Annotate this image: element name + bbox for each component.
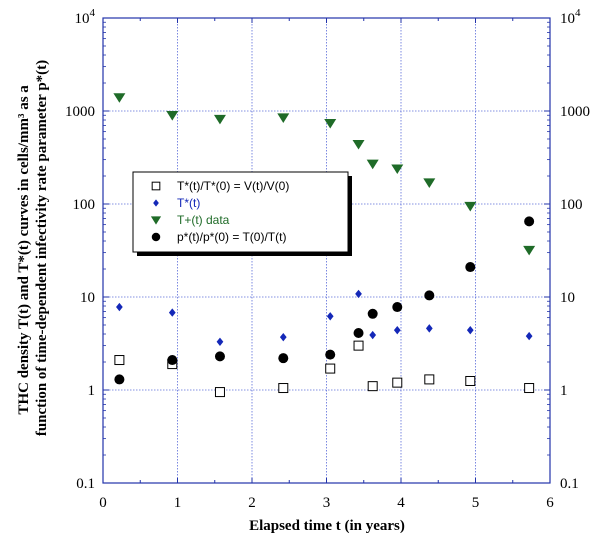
x-tick-label: 3 (323, 495, 331, 511)
y-tick-label-left: 1000 (65, 104, 95, 120)
y-tick-label-left: 1 (88, 383, 96, 399)
y-tick-label-left: 0.1 (76, 476, 95, 492)
y-axis-title: THC density T(t) and T*(t) curves in cel… (16, 60, 50, 436)
y-tick-label-right: 10 (560, 290, 575, 306)
y-axis-title-line-1: THC density T(t) and T*(t) curves in cel… (16, 85, 32, 415)
y-tick-label-left: 104 (75, 7, 96, 27)
data-point-series-4 (392, 302, 403, 313)
data-point-series-1 (214, 387, 225, 398)
data-point-series-4 (214, 351, 225, 362)
data-point-series-2 (466, 325, 474, 335)
legend-marker-4 (151, 232, 161, 242)
data-point-series-3 (324, 118, 337, 129)
x-tick-label: 0 (99, 495, 107, 511)
data-point-series-1 (524, 383, 535, 394)
data-point-series-1 (325, 363, 336, 374)
data-point-series-1 (367, 381, 378, 392)
legend-marker-1 (151, 181, 161, 191)
x-tick-label: 4 (397, 495, 405, 511)
y-tick-label-left: 10 (80, 290, 95, 306)
y-tick-label-right: 0.1 (560, 476, 579, 492)
data-point-series-3 (277, 113, 290, 123)
data-point-series-1 (114, 355, 125, 366)
data-point-series-4 (325, 349, 336, 360)
data-point-series-4 (353, 328, 364, 339)
data-point-series-4 (367, 308, 378, 319)
data-point-series-3 (423, 178, 436, 188)
legend-marker-3 (150, 216, 162, 225)
data-point-series-3 (391, 164, 404, 175)
data-point-series-2 (216, 337, 224, 346)
data-point-series-1 (278, 383, 289, 394)
data-point-series-1 (465, 375, 476, 386)
data-point-series-2 (168, 308, 176, 317)
y-tick-label-right: 100 (560, 197, 583, 213)
data-point-series-1 (353, 340, 364, 351)
data-point-series-4 (114, 374, 125, 385)
x-tick-label: 5 (472, 495, 480, 511)
data-point-series-3 (213, 114, 226, 125)
legend-box (132, 171, 349, 253)
data-point-series-4 (278, 353, 289, 364)
x-tick-label: 2 (248, 495, 256, 511)
x-axis-title: Elapsed time t (in years) (249, 518, 405, 534)
data-point-series-2 (355, 289, 362, 299)
tick-labels: 0 1 2 3 4 5 6 0.1 0.1 1 1 10 10 100 100 1000 1000 104 104 (65, 7, 590, 511)
x-tick-label: 6 (546, 495, 554, 511)
data-point-series-2 (525, 331, 533, 341)
y-tick-label-right: 1000 (560, 104, 590, 120)
legend-label-3: T+(t) data (177, 213, 230, 227)
data-points (113, 93, 536, 398)
legend-marker-2 (153, 199, 159, 207)
data-point-series-4 (167, 355, 178, 366)
tick-marks (102, 17, 551, 484)
data-point-series-4 (424, 290, 435, 301)
data-point-series-3 (352, 139, 365, 150)
data-point-series-2 (425, 324, 433, 333)
data-point-series-4 (524, 216, 535, 227)
legend: T*(t)/T*(0) = V(t)/V(0) T*(t) T+(t) data p*… (132, 171, 352, 256)
data-point-series-3 (366, 159, 379, 170)
data-point-series-3 (464, 201, 477, 212)
data-point-series-2 (279, 332, 287, 342)
legend-label-2: T*(t) (177, 196, 200, 210)
data-point-series-3 (113, 93, 126, 103)
y-axis-title-line-2: function of time-dependent infectivity r… (34, 60, 50, 436)
legend-label-1: T*(t)/T*(0) = V(t)/V(0) (177, 179, 289, 193)
data-point-series-3 (523, 245, 536, 256)
data-point-series-1 (424, 374, 435, 385)
y-tick-label-left: 100 (73, 197, 96, 213)
legend-label-4: p*(t)/p*(0) = T(0)/T(t) (177, 230, 286, 244)
data-point-series-2 (369, 330, 377, 340)
y-tick-label-right: 104 (560, 7, 581, 27)
data-point-series-2 (393, 325, 401, 335)
data-point-series-2 (326, 312, 334, 321)
data-point-series-4 (465, 262, 476, 273)
y-tick-label-right: 1 (560, 383, 568, 399)
data-point-series-3 (166, 111, 179, 121)
data-point-series-1 (392, 377, 403, 388)
data-point-series-2 (116, 302, 123, 312)
x-tick-label: 1 (174, 495, 182, 511)
